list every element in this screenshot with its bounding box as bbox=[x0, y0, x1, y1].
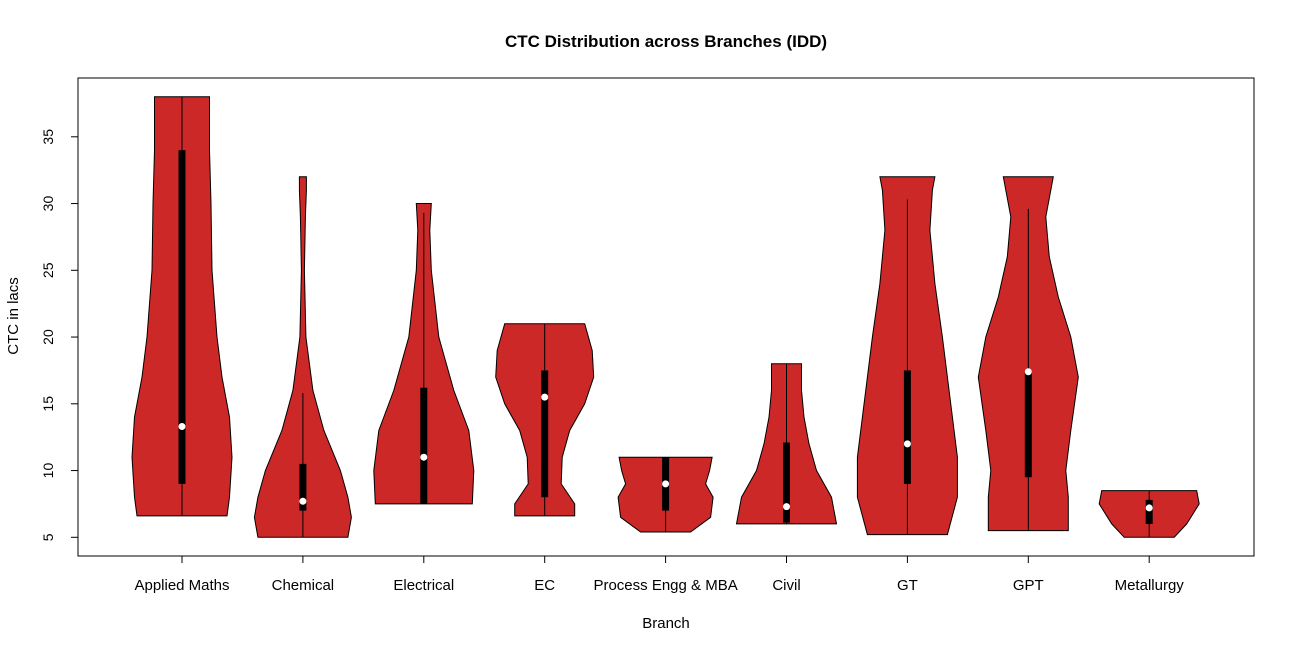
violin-median bbox=[178, 422, 186, 430]
violin-applied-maths bbox=[131, 96, 233, 517]
violin-box bbox=[783, 442, 790, 523]
violin-box bbox=[1024, 370, 1032, 478]
y-tick-label: 15 bbox=[40, 396, 56, 412]
y-tick-label: 20 bbox=[40, 329, 56, 345]
y-tick-label: 35 bbox=[40, 129, 56, 145]
chart-title: CTC Distribution across Branches (IDD) bbox=[505, 32, 827, 51]
x-tick-label: Electrical bbox=[393, 577, 454, 594]
violin-median bbox=[1145, 504, 1153, 512]
violin-gt bbox=[856, 176, 958, 536]
violin-metallurgy bbox=[1098, 490, 1200, 538]
x-tick-label: Civil bbox=[772, 577, 800, 594]
violin-electrical bbox=[373, 203, 475, 505]
violin-median bbox=[299, 497, 307, 505]
x-tick-label: Applied Maths bbox=[134, 577, 229, 594]
violin-median bbox=[1024, 368, 1032, 376]
y-tick-label: 5 bbox=[40, 533, 56, 541]
violin-median bbox=[541, 393, 549, 401]
violin-box bbox=[541, 370, 549, 498]
x-tick-label: Process Engg & MBA bbox=[593, 577, 737, 594]
x-tick-label: Chemical bbox=[272, 577, 335, 594]
x-tick-label: EC bbox=[534, 577, 555, 594]
violin-box bbox=[1145, 499, 1153, 524]
y-tick-label: 10 bbox=[40, 463, 56, 479]
violin-chemical bbox=[253, 176, 352, 538]
violin-median bbox=[903, 440, 911, 448]
violin-civil bbox=[735, 363, 838, 525]
violin-box bbox=[178, 150, 186, 484]
x-axis-label: Branch bbox=[642, 615, 690, 632]
violin-median bbox=[420, 453, 428, 461]
violin-body bbox=[253, 176, 352, 538]
x-tick-label: GT bbox=[897, 577, 918, 594]
violin-process-engg-mba bbox=[617, 456, 714, 533]
y-tick-label: 25 bbox=[40, 262, 56, 278]
violin-box bbox=[299, 463, 307, 511]
violin-box bbox=[420, 387, 428, 504]
x-tick-label: GPT bbox=[1013, 577, 1044, 594]
violin-median bbox=[783, 503, 790, 511]
y-tick-label: 30 bbox=[40, 196, 56, 212]
violin-gpt bbox=[977, 176, 1079, 532]
x-tick-label: Metallurgy bbox=[1115, 577, 1185, 594]
violin-median bbox=[662, 480, 670, 488]
y-axis-label: CTC in lacs bbox=[5, 277, 22, 355]
violin-ec bbox=[495, 323, 595, 517]
violin-box bbox=[903, 370, 911, 484]
